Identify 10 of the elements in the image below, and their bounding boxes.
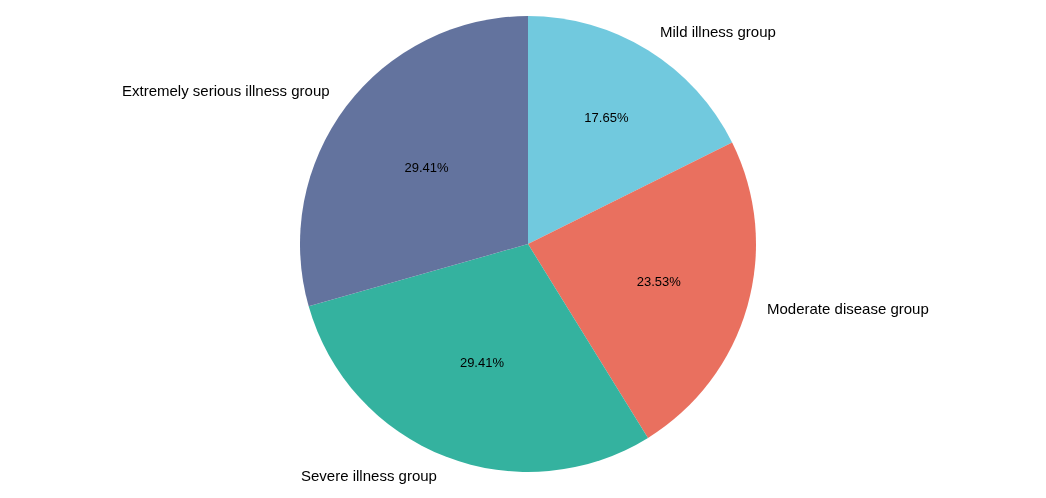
data-label: 29.41% [459,354,505,370]
slice-label: Severe illness group [301,467,437,484]
slice-label: Moderate disease group [767,300,929,317]
data-label: 29.41% [404,160,450,176]
data-label: 23.53% [636,273,682,289]
slice-label: Mild illness group [660,23,776,40]
data-label: 17.65% [584,109,629,125]
pie-slice [528,16,733,244]
pie-slice [528,142,756,438]
slice-label: Extremely serious illness group [122,82,330,99]
